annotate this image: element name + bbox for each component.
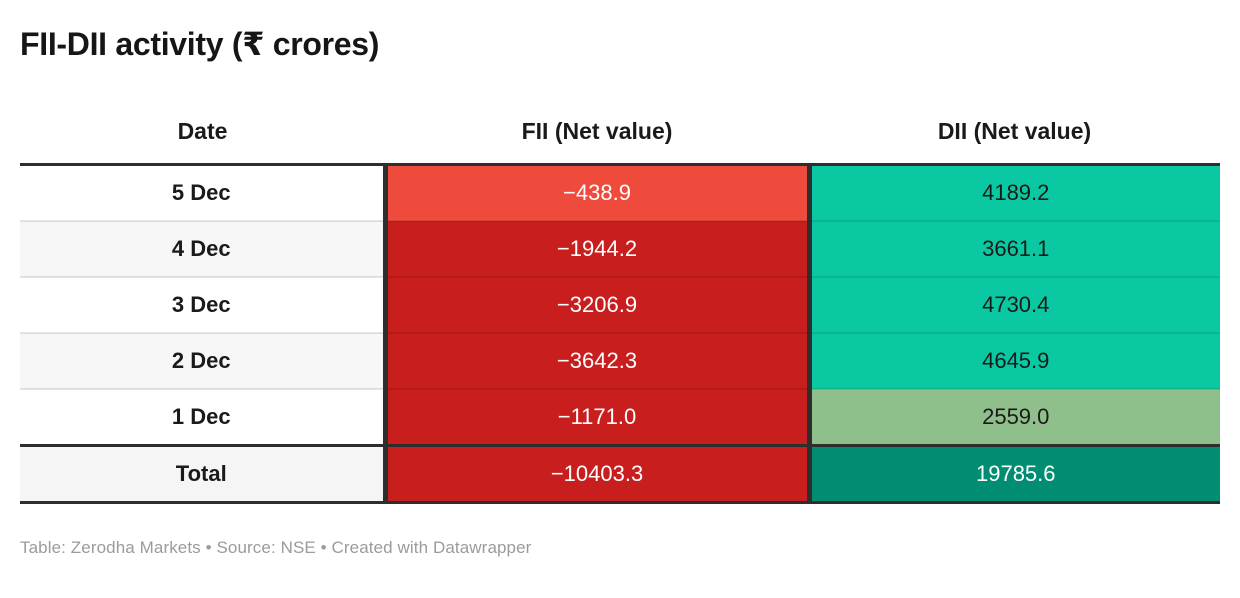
fii-total-cell: −10403.3 [382,444,809,504]
page-title: FII-DII activity (₹ crores) [20,26,380,62]
total-row: Total −10403.3 19785.6 [20,444,1220,504]
fii-value-cell: −3206.9 [382,276,809,333]
table-row: 2 Dec −3642.3 4645.9 [20,332,1220,389]
dii-value-cell: 2559.0 [806,388,1220,446]
table-row: 3 Dec −3206.9 4730.4 [20,276,1220,333]
fii-value-cell: −438.9 [382,164,809,221]
header-row: Date FII (Net value) DII (Net value) [20,104,1220,166]
column-header-fii: FII (Net value) [385,104,809,166]
date-cell: 5 Dec [20,164,385,221]
attribution: Table: Zerodha Markets • Source: NSE • C… [20,538,532,557]
date-cell: 4 Dec [20,220,385,277]
fii-value-cell: −3642.3 [382,332,809,389]
fii-value-cell: −1171.0 [382,388,809,446]
total-label-cell: Total [20,444,385,504]
table-row: 1 Dec −1171.0 2559.0 [20,388,1220,446]
fii-dii-table: Date FII (Net value) DII (Net value) 5 D… [20,104,1220,504]
dii-value-cell: 4645.9 [806,332,1220,389]
fii-value-cell: −1944.2 [382,220,809,277]
datawrapper-table-page: FII-DII activity (₹ crores) Date FII (Ne… [20,26,1220,557]
date-cell: 3 Dec [20,276,385,333]
dii-total-cell: 19785.6 [806,444,1220,504]
column-header-date: Date [20,104,385,166]
date-cell: 2 Dec [20,332,385,389]
table-row: 4 Dec −1944.2 3661.1 [20,220,1220,277]
date-cell: 1 Dec [20,388,385,446]
dii-value-cell: 4730.4 [806,276,1220,333]
dii-value-cell: 3661.1 [806,220,1220,277]
dii-value-cell: 4189.2 [806,164,1220,221]
table-row: 5 Dec −438.9 4189.2 [20,164,1220,221]
column-header-dii: DII (Net value) [809,104,1220,166]
